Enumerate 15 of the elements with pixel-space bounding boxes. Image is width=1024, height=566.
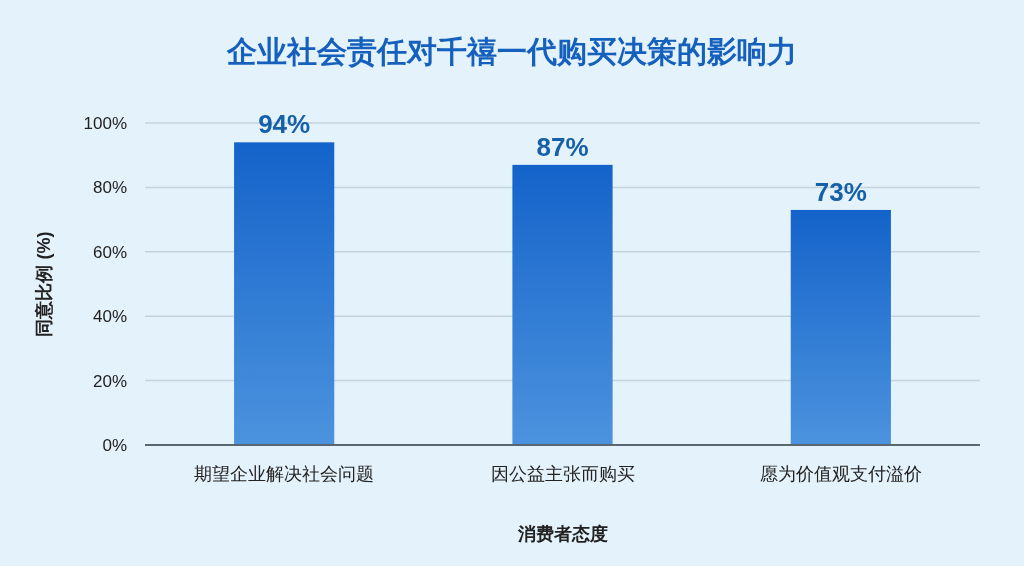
x-axis-title: 消费者态度 bbox=[516, 524, 608, 544]
y-tick-label: 60% bbox=[92, 242, 127, 262]
data-label: 94% bbox=[258, 109, 311, 140]
x-tick-label: 期望企业解决社会问题 bbox=[194, 464, 375, 484]
y-tick-label: 80% bbox=[92, 178, 127, 198]
data-label: 87% bbox=[536, 131, 589, 162]
chart-title: 企业社会责任对千禧一代购买决策的影响力 bbox=[226, 35, 797, 68]
y-axis-title: 同意比例 (%) bbox=[34, 231, 54, 337]
y-tick-label: 40% bbox=[92, 307, 127, 327]
y-tick-label: 20% bbox=[92, 371, 127, 391]
y-tick-label: 100% bbox=[83, 114, 127, 133]
x-tick-label: 愿为价值观支付溢价 bbox=[759, 464, 922, 484]
y-tick-label: 0% bbox=[102, 436, 127, 455]
data-label: 73% bbox=[814, 176, 867, 207]
x-tick-label: 因公益主张而购买 bbox=[490, 464, 635, 484]
